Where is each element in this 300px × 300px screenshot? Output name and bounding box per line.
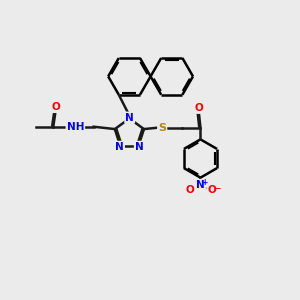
- Text: O: O: [51, 102, 60, 112]
- Text: N: N: [115, 142, 124, 152]
- Text: O: O: [207, 185, 216, 195]
- Text: +: +: [201, 178, 207, 187]
- Text: S: S: [158, 123, 166, 133]
- Text: −: −: [214, 184, 220, 193]
- Text: NH: NH: [67, 122, 84, 132]
- Text: N: N: [125, 112, 134, 123]
- Text: O: O: [194, 103, 203, 113]
- Text: N: N: [135, 142, 144, 152]
- Text: N: N: [196, 180, 205, 190]
- Text: O: O: [186, 185, 195, 195]
